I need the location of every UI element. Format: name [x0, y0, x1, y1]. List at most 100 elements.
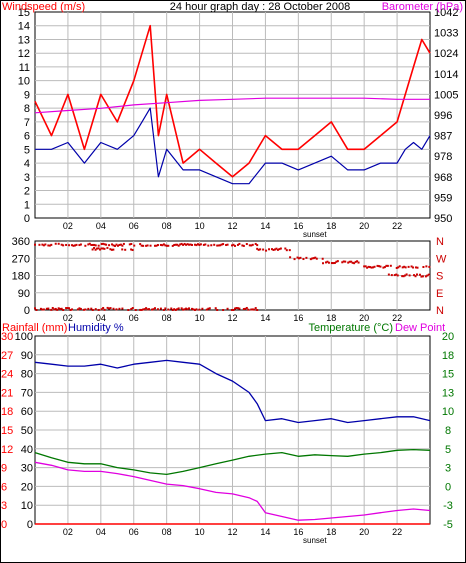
- dir-point: [97, 244, 100, 247]
- dir-point: [297, 257, 300, 260]
- temp-tick-label: 20: [442, 331, 454, 343]
- dir-left-ticks: 0 90 180 270 360: [12, 236, 30, 317]
- dir-point: [142, 244, 145, 247]
- left-tick-label: 90: [18, 288, 30, 300]
- dir-point: [139, 308, 142, 311]
- dir-point: [242, 308, 245, 311]
- dir-point: [42, 308, 45, 311]
- dir-point: [191, 243, 194, 246]
- barometer-line: [34, 97, 430, 114]
- dir-point: [202, 243, 205, 246]
- dir-point: [377, 265, 380, 268]
- dir-point: [254, 242, 257, 245]
- dir-point: [124, 248, 127, 251]
- dir-point: [279, 247, 282, 250]
- dir-point: [71, 308, 74, 311]
- dir-point: [109, 307, 112, 310]
- temp-series: [34, 359, 431, 525]
- dir-point: [326, 260, 329, 263]
- dir-point: [106, 306, 109, 309]
- dir-point: [222, 309, 225, 311]
- dir-point: [193, 308, 196, 311]
- dir-point: [351, 261, 354, 264]
- dir-point: [118, 307, 121, 310]
- dir-point: [185, 307, 188, 310]
- x-tick-label: 10: [195, 313, 205, 323]
- dir-point: [216, 309, 219, 311]
- temp-tick-label: 15: [442, 369, 454, 381]
- x-tick-label: 08: [162, 527, 172, 537]
- dir-point: [34, 243, 36, 246]
- dir-point: [396, 274, 399, 277]
- dir-point: [103, 308, 106, 311]
- dir-point: [256, 309, 259, 311]
- dir-point: [65, 307, 68, 310]
- dir-point: [393, 274, 396, 277]
- dir-point: [335, 260, 338, 263]
- x-tick-label: 04: [96, 527, 106, 537]
- dir-point: [189, 243, 192, 246]
- dir-point: [88, 242, 91, 245]
- dir-point: [38, 243, 41, 246]
- dir-point: [398, 265, 401, 268]
- dir-point: [45, 307, 48, 310]
- dir-point: [146, 244, 149, 247]
- dir-point: [364, 265, 367, 268]
- dir-point: [363, 265, 366, 268]
- rain-tick-label: 15: [1, 425, 13, 437]
- wind-series: [34, 24, 431, 185]
- dir-point: [103, 243, 106, 246]
- temp-tick-label: -3: [443, 500, 453, 512]
- dir-point: [139, 243, 142, 246]
- right-tick-label: 987: [434, 131, 452, 143]
- dir-point: [404, 266, 407, 269]
- x-tick-label: 22: [392, 221, 402, 231]
- right-tick-label: 1024: [434, 48, 458, 60]
- dir-point: [256, 244, 259, 247]
- dir-point: [78, 307, 81, 310]
- dir-point: [173, 308, 176, 311]
- dir-point: [94, 244, 97, 247]
- dir-point: [244, 307, 247, 310]
- dir-point: [53, 308, 56, 311]
- dir-point: [408, 274, 411, 277]
- dir-point: [156, 244, 159, 247]
- dir-point: [232, 309, 235, 311]
- dir-point: [153, 244, 156, 247]
- dir-point: [185, 243, 188, 246]
- dir-point: [115, 308, 118, 311]
- left-tick-label: 360: [12, 236, 30, 248]
- left-tick-label: 0: [24, 213, 30, 225]
- dir-point: [205, 308, 208, 311]
- humidity-tick-label: 50: [21, 425, 33, 437]
- dir-point: [62, 308, 65, 311]
- dir-point: [262, 248, 265, 251]
- dir-point: [162, 308, 165, 311]
- rain-tick-label: 18: [1, 406, 13, 418]
- dir-point: [390, 274, 393, 277]
- rain-tick-label: 24: [1, 369, 13, 381]
- dir-point: [333, 261, 336, 264]
- rain-ticks: 0 3 6 9 12 15 18 21 24 27 30: [1, 331, 13, 531]
- x-tick-label: 16: [293, 221, 303, 231]
- temp-x-ticks: 02 04 06 08 10 12 14 16 18 20 22 sunset: [63, 527, 402, 545]
- left-tick-label: 15: [18, 7, 30, 19]
- dir-point: [226, 307, 229, 310]
- dir-point: [204, 243, 207, 246]
- dir-point: [143, 308, 146, 311]
- dir-point: [68, 307, 71, 310]
- left-tick-label: 180: [12, 271, 30, 283]
- dir-point: [278, 248, 281, 251]
- dir-point: [167, 308, 170, 311]
- dir-point: [322, 262, 325, 265]
- dir-point: [201, 307, 204, 310]
- dir-point: [41, 308, 44, 311]
- dir-point: [110, 248, 113, 251]
- dir-point: [174, 243, 177, 246]
- dir-point: [44, 243, 47, 246]
- dir-point: [57, 307, 60, 310]
- dir-point: [186, 308, 189, 311]
- x-tick-label: 18: [326, 221, 336, 231]
- dir-point: [254, 307, 257, 310]
- dir-point: [171, 309, 174, 311]
